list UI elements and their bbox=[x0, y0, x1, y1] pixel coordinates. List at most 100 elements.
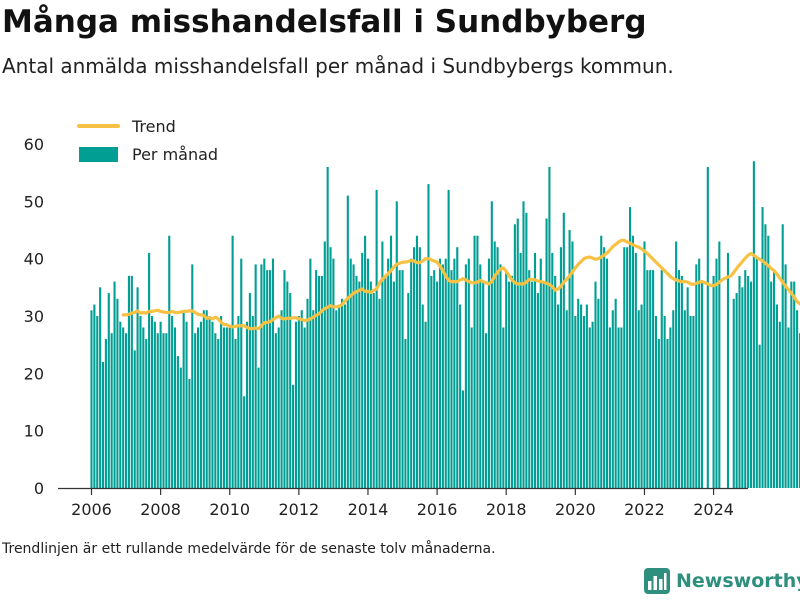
bar bbox=[436, 281, 439, 488]
x-tick-label: 2022 bbox=[624, 500, 665, 519]
bar bbox=[222, 327, 226, 488]
bar bbox=[597, 298, 600, 488]
bar bbox=[168, 235, 171, 488]
bar bbox=[228, 327, 231, 488]
bar bbox=[525, 212, 528, 489]
y-tick-label: 0 bbox=[34, 479, 44, 498]
bar bbox=[715, 258, 718, 488]
bar bbox=[145, 338, 148, 488]
bar bbox=[208, 316, 211, 488]
bar bbox=[421, 304, 424, 488]
bar bbox=[545, 218, 548, 488]
bar bbox=[237, 316, 240, 488]
bar bbox=[744, 270, 747, 488]
trend-line bbox=[121, 238, 800, 331]
bar bbox=[513, 224, 516, 488]
legend-trend-label: Trend bbox=[131, 117, 176, 136]
bars-group bbox=[90, 161, 800, 489]
bar bbox=[539, 258, 542, 488]
bar bbox=[211, 321, 214, 488]
bar bbox=[798, 333, 800, 488]
bar bbox=[343, 304, 346, 488]
x-tick-label: 2010 bbox=[209, 500, 250, 519]
bar bbox=[194, 333, 197, 488]
bar bbox=[456, 247, 459, 488]
bar bbox=[162, 333, 165, 488]
legend: Trend Per månad bbox=[77, 117, 218, 164]
bar bbox=[315, 270, 318, 488]
bar bbox=[663, 316, 666, 488]
bar bbox=[565, 310, 568, 488]
bar bbox=[269, 270, 272, 488]
bar bbox=[470, 327, 473, 488]
bar bbox=[260, 264, 263, 488]
bar bbox=[476, 235, 479, 488]
bar bbox=[306, 298, 309, 488]
bar bbox=[519, 252, 522, 488]
bar bbox=[585, 304, 588, 488]
bar bbox=[326, 166, 329, 488]
bar bbox=[784, 264, 787, 488]
bar bbox=[220, 316, 223, 488]
bar bbox=[130, 275, 133, 488]
bar bbox=[401, 270, 404, 488]
bar bbox=[499, 264, 502, 488]
bar bbox=[634, 252, 637, 488]
bar bbox=[153, 321, 156, 488]
bar bbox=[698, 258, 701, 488]
bar bbox=[758, 344, 761, 488]
bar bbox=[294, 321, 298, 488]
chart-subtitle: Antal anmälda misshandelsfall per månad … bbox=[2, 54, 674, 78]
bar bbox=[271, 258, 274, 488]
bar bbox=[205, 310, 208, 488]
bar bbox=[150, 316, 154, 488]
bar bbox=[528, 270, 531, 488]
bar bbox=[646, 270, 649, 488]
y-axis: 0 10 20 30 40 50 60 bbox=[24, 135, 44, 498]
brand-name: Newsworthy bbox=[676, 570, 800, 592]
bar bbox=[243, 396, 246, 488]
bar bbox=[652, 270, 655, 488]
bar bbox=[559, 247, 562, 488]
bar bbox=[179, 367, 182, 488]
bar bbox=[487, 258, 490, 488]
bar bbox=[93, 304, 96, 488]
bar bbox=[654, 316, 658, 488]
bar bbox=[447, 189, 450, 488]
bar bbox=[430, 275, 433, 488]
x-tick-label: 2020 bbox=[555, 500, 596, 519]
bar bbox=[185, 321, 188, 488]
bar bbox=[338, 304, 341, 488]
bar bbox=[485, 333, 488, 488]
bar bbox=[747, 275, 750, 488]
bar bbox=[142, 327, 145, 488]
bar bbox=[110, 333, 113, 488]
bar bbox=[738, 275, 741, 488]
bar bbox=[254, 264, 257, 488]
bar bbox=[680, 275, 683, 488]
bar bbox=[683, 310, 686, 488]
bar bbox=[266, 270, 269, 488]
y-tick-label: 20 bbox=[24, 364, 44, 383]
bar bbox=[424, 321, 427, 488]
bar bbox=[660, 270, 663, 488]
bar bbox=[482, 281, 485, 488]
bar bbox=[96, 316, 99, 488]
bar bbox=[176, 356, 179, 488]
bar bbox=[171, 316, 174, 488]
bar bbox=[197, 327, 200, 488]
bar bbox=[781, 224, 784, 488]
x-tick-label: 2006 bbox=[71, 500, 112, 519]
bar bbox=[415, 235, 418, 488]
bar bbox=[413, 247, 416, 488]
bar bbox=[119, 321, 122, 488]
bar bbox=[712, 275, 715, 488]
bar bbox=[735, 293, 738, 488]
bar bbox=[611, 310, 614, 488]
brand-logo[interactable]: Newsworthy bbox=[644, 568, 800, 594]
bar bbox=[389, 235, 393, 488]
bar bbox=[787, 327, 790, 488]
bar bbox=[364, 235, 367, 488]
bar bbox=[133, 350, 136, 488]
bar bbox=[790, 281, 793, 488]
